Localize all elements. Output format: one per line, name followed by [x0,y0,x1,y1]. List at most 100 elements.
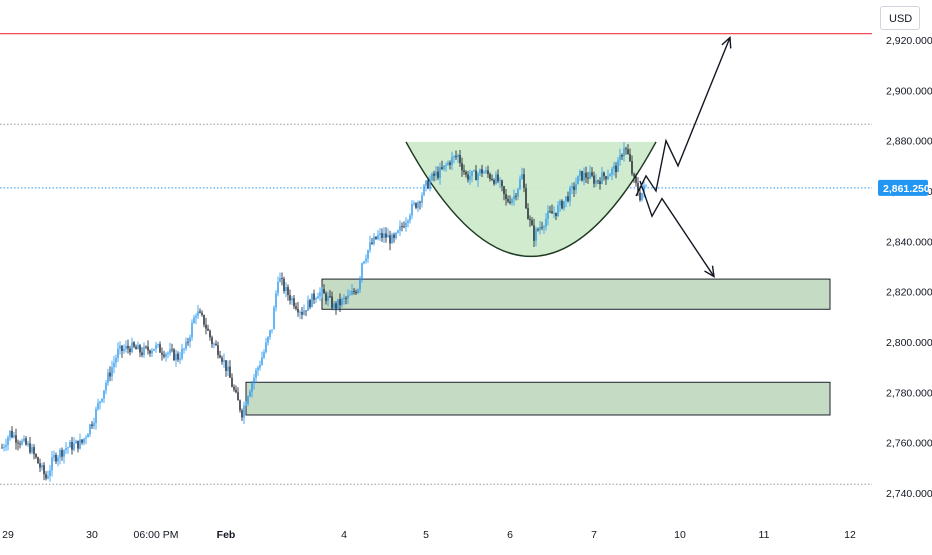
y-tick-label: 2,740.000 [886,488,932,500]
y-tick-label: 2,800.000 [886,337,932,349]
candle [45,471,47,481]
candle-body [47,475,49,479]
candle-body [373,236,375,244]
candle [509,195,511,205]
candle [395,232,397,240]
candle-body [147,346,149,351]
candle [137,341,139,350]
candle-body [17,442,19,444]
candle [67,446,69,454]
candle-body [505,194,507,200]
candle-body [513,195,515,199]
candle [335,301,337,315]
candle [83,438,85,446]
candle [179,351,181,364]
cup-pattern[interactable] [405,141,657,257]
candle [449,160,451,170]
cup-curve[interactable] [405,141,657,257]
candle [257,365,259,376]
candle-body [105,382,107,391]
candle [523,168,525,193]
candle [303,304,305,316]
candle-body [405,222,407,228]
projection-up-arrow-line[interactable] [635,37,731,197]
candle [367,249,369,263]
candle-body [241,410,243,418]
currency-label: USD [889,13,913,25]
candle-body [29,443,31,453]
candle [159,341,161,353]
candle [55,452,57,464]
candle-body [585,172,587,178]
candle [363,260,365,265]
candle [141,347,143,358]
x-tick-label: 10 [674,529,686,541]
candle [291,295,293,305]
candle [475,164,477,181]
candle-body [263,352,265,358]
candle-body [417,202,419,208]
time-axis[interactable]: 29 30 06:00 PM Feb 4 5 6 7 10 11 12 [2,529,856,541]
candle [409,213,411,224]
candle-body [621,155,623,157]
candle-body [117,348,119,359]
candle [619,148,621,166]
projection-arrows[interactable] [635,35,732,278]
candle [133,341,135,349]
demand-zone-rect[interactable] [321,278,831,310]
candle-body [193,317,195,324]
candle [427,177,429,190]
candle-body [429,180,431,189]
price-axis[interactable]: 2,920.0002,900.0002,880.0002,860.0002,84… [872,0,932,550]
candle-body [473,170,475,172]
candle-body [215,343,217,346]
candle [329,289,331,299]
candle-body [111,367,113,377]
candle-body [183,348,185,350]
candle [407,219,409,228]
candle [341,297,343,308]
candle-body [225,360,227,371]
candle [165,352,167,362]
demand-zone-rect[interactable] [245,381,831,416]
candle-body [113,362,115,368]
candle [95,406,97,430]
candle [473,169,475,172]
candle [11,426,13,439]
candle-body [461,163,463,171]
candle [609,172,611,177]
candle [411,200,413,220]
candle [447,160,449,167]
candle-body [437,171,439,178]
candle-body [97,403,99,409]
candle-body [367,250,369,259]
candle-body [455,156,457,157]
candle-body [491,178,493,180]
candle-body [201,312,203,315]
candle-body [173,349,175,361]
candle [3,443,5,452]
candle [625,146,627,155]
candle [121,345,123,358]
candle-body [565,196,567,201]
candle [315,296,317,304]
candle-body [561,200,563,209]
x-tick-label: 11 [759,529,770,541]
demand-zones[interactable] [245,278,831,416]
candle [59,448,61,465]
candle [261,351,263,366]
candle-body [601,172,603,184]
candle [305,310,307,317]
candle [375,236,377,240]
candle-body [209,330,211,338]
candle-body [141,352,143,356]
candle-body [325,293,327,301]
candle [157,343,159,348]
projection-down-arrow-line[interactable] [639,180,715,277]
candle-body [275,293,277,308]
candle [533,218,535,247]
currency-button[interactable]: USD [880,6,920,30]
candle [347,289,349,304]
